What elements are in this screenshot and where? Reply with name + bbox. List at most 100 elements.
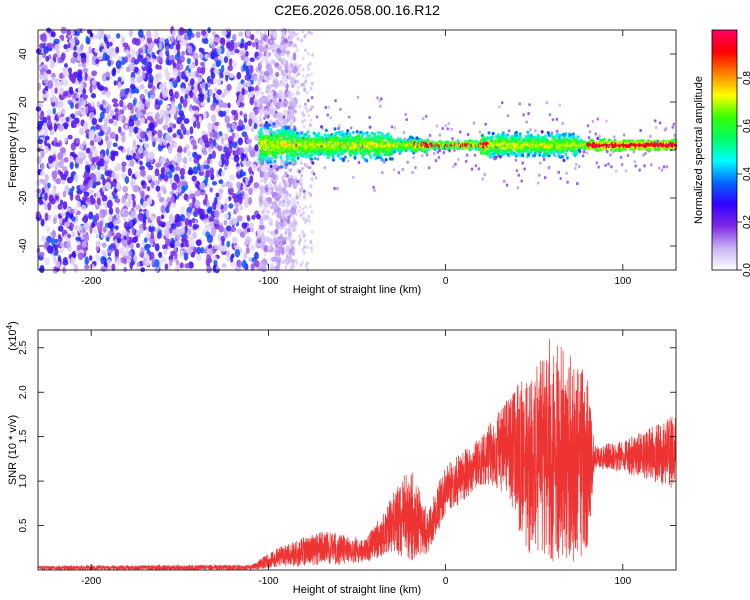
heatmap-cell	[39, 251, 45, 257]
heatmap-cell	[278, 185, 282, 189]
heatmap-cell	[309, 118, 313, 122]
heatmap-cell	[168, 81, 173, 86]
heatmap-cell	[275, 252, 279, 257]
heatmap-cell	[37, 138, 44, 145]
heatmap-cell	[231, 60, 237, 68]
heatmap-cell	[296, 85, 300, 90]
heatmap-cell	[123, 266, 128, 273]
heatmap-cell	[94, 48, 99, 53]
heatmap-cell	[327, 105, 331, 109]
heatmap-cell	[140, 180, 145, 186]
heatmap-cell	[292, 218, 296, 223]
heatmap-cell	[281, 99, 285, 104]
heatmap-cell	[246, 80, 252, 88]
heatmap-cell	[259, 32, 263, 37]
heatmap-cell	[102, 52, 108, 61]
heatmap-cell	[303, 87, 306, 92]
heatmap-cell	[38, 103, 43, 108]
heatmap-cell	[490, 135, 494, 139]
heatmap-cell	[283, 46, 287, 50]
heatmap-cell	[108, 118, 114, 124]
heatmap-cell	[225, 225, 232, 232]
heatmap-cell	[178, 55, 185, 63]
heatmap-cell	[268, 181, 272, 186]
heatmap-cell	[150, 180, 155, 189]
heatmap-cell	[59, 80, 64, 87]
heatmap-cell	[49, 130, 55, 136]
heatmap-cell	[195, 254, 203, 262]
heatmap-cell	[266, 160, 270, 164]
heatmap-cell	[189, 126, 194, 135]
heatmap-cell	[297, 68, 301, 72]
heatmap-cell	[284, 103, 288, 107]
heatmap-cell	[212, 264, 217, 273]
heatmap-cell	[214, 196, 218, 206]
heatmap-cell	[226, 255, 231, 262]
heatmap-cell	[206, 207, 213, 214]
heatmap-cell	[301, 207, 305, 211]
heatmap-cell	[192, 223, 198, 230]
heatmap-cell	[273, 240, 277, 245]
heatmap-cell	[232, 218, 238, 224]
heatmap-cell	[391, 138, 395, 142]
heatmap-cell	[421, 154, 424, 158]
heatmap-cell	[412, 156, 415, 160]
heatmap-cell	[261, 243, 265, 248]
heatmap-cell	[208, 217, 215, 223]
heatmap-cell	[244, 42, 248, 51]
heatmap-cell	[80, 43, 84, 50]
heatmap-cell	[64, 221, 71, 228]
heatmap-cell	[198, 115, 202, 121]
heatmap-cell	[126, 147, 131, 156]
heatmap-cell	[121, 239, 128, 247]
heatmap-cell	[291, 105, 295, 110]
heatmap-cell	[145, 243, 151, 249]
heatmap-cell	[115, 133, 119, 142]
heatmap-cell	[296, 179, 299, 183]
heatmap-cell	[188, 156, 192, 162]
heatmap-cell	[39, 264, 45, 274]
heatmap-cell	[184, 225, 188, 234]
heatmap-cell	[218, 179, 224, 185]
heatmap-cell	[284, 66, 288, 71]
heatmap-cell	[269, 164, 273, 169]
heatmap-cell	[162, 187, 167, 195]
heatmap-cell	[283, 109, 287, 114]
heatmap-cell	[167, 59, 172, 66]
heatmap-cell	[57, 151, 64, 161]
heatmap-cell	[301, 56, 305, 61]
heatmap-cell	[76, 93, 80, 99]
heatmap-cell	[275, 103, 279, 109]
heatmap-cell	[301, 247, 305, 252]
heatmap-cell	[47, 214, 51, 221]
heatmap-cell	[237, 137, 243, 146]
heatmap-cell	[250, 127, 255, 132]
heatmap-cell	[36, 156, 42, 165]
heatmap-cell	[280, 233, 283, 238]
heatmap-cell	[296, 65, 300, 69]
heatmap-cell	[181, 51, 186, 56]
heatmap-cell	[67, 217, 72, 223]
heatmap-cell	[260, 131, 264, 136]
heatmap-cell	[290, 205, 294, 210]
heatmap-cell	[447, 121, 450, 126]
heatmap-cell	[109, 41, 113, 47]
heatmap-cell	[474, 164, 478, 168]
heatmap-cell	[269, 257, 273, 261]
heatmap-cell	[282, 220, 286, 225]
heatmap-cell	[184, 217, 190, 227]
heatmap-cell	[196, 121, 201, 129]
heatmap-cell	[281, 214, 285, 219]
heatmap-cell	[280, 165, 284, 169]
heatmap-cell	[161, 244, 166, 250]
heatmap-cell	[195, 239, 202, 246]
heatmap-cell	[126, 194, 133, 201]
heatmap-cell	[260, 165, 267, 173]
heatmap-cell	[236, 71, 242, 80]
heatmap-cell	[160, 156, 166, 165]
heatmap-cell	[227, 65, 233, 72]
heatmap-cell	[301, 73, 305, 78]
heatmap-cell	[302, 234, 305, 239]
heatmap-cell	[326, 155, 330, 160]
heatmap-cell	[306, 245, 309, 249]
